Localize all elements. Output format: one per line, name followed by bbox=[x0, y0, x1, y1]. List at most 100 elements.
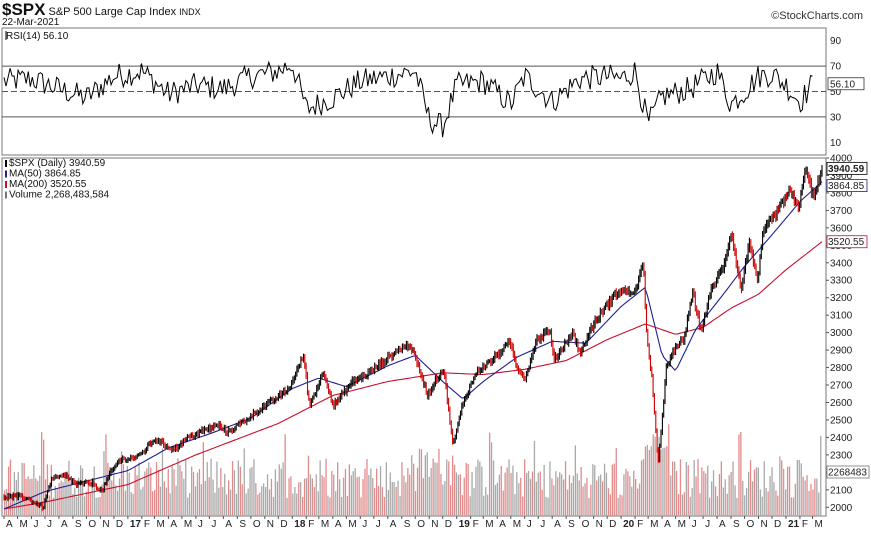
volume-bar bbox=[395, 487, 397, 516]
volume-bar bbox=[804, 480, 806, 516]
volume-bar bbox=[411, 455, 413, 516]
volume-bar bbox=[485, 487, 487, 516]
volume-bar bbox=[810, 483, 812, 516]
x-tick-label: J bbox=[527, 519, 532, 530]
volume-bar bbox=[457, 474, 460, 516]
volume-bar bbox=[226, 494, 228, 516]
volume-bar bbox=[329, 497, 331, 516]
volume-bar bbox=[664, 447, 666, 516]
volume-bar bbox=[533, 440, 536, 516]
brand-watermark[interactable]: ©StockCharts.com bbox=[771, 10, 863, 22]
volume-bar bbox=[9, 459, 12, 516]
volume-bar bbox=[812, 489, 814, 516]
volume-bar bbox=[786, 466, 789, 516]
volume-bar bbox=[44, 479, 47, 516]
volume-bar bbox=[245, 493, 247, 516]
rsi-legend: RSI(14) 56.10 bbox=[6, 31, 69, 42]
volume-bar bbox=[118, 478, 121, 516]
volume-bar bbox=[783, 468, 785, 516]
volume-bar bbox=[255, 483, 257, 516]
volume-bar bbox=[352, 471, 354, 516]
volume-bar bbox=[557, 477, 559, 516]
volume-bar bbox=[292, 493, 294, 516]
volume-bar bbox=[358, 476, 360, 516]
volume-bar bbox=[490, 442, 493, 516]
volume-bar bbox=[229, 489, 232, 516]
volume-bar bbox=[541, 489, 543, 516]
volume-bar bbox=[228, 480, 230, 516]
volume-bar bbox=[781, 460, 783, 516]
x-tick-label: A bbox=[554, 519, 561, 530]
volume-bar bbox=[370, 468, 372, 516]
volume-bar bbox=[586, 477, 588, 516]
volume-bar bbox=[194, 486, 197, 516]
volume-bar bbox=[214, 492, 216, 516]
volume-bar bbox=[489, 432, 491, 516]
volume-bar bbox=[218, 487, 220, 516]
volume-bar bbox=[672, 461, 674, 516]
volume-bar bbox=[313, 487, 315, 516]
price-legend-swatch bbox=[5, 160, 7, 167]
volume-bar bbox=[594, 465, 596, 516]
x-tick-label: A bbox=[61, 519, 68, 530]
x-tick-label: F bbox=[637, 519, 643, 530]
volume-bar bbox=[707, 465, 709, 516]
price-tick-label: 2500 bbox=[830, 415, 853, 426]
rsi-tick-label: 10 bbox=[830, 138, 842, 149]
volume-bar bbox=[796, 459, 798, 516]
volume-bar bbox=[438, 448, 440, 516]
price-legend-item: Volume 2,268,483,584 bbox=[9, 190, 110, 201]
volume-bar bbox=[792, 497, 795, 516]
x-tick-label: M bbox=[650, 519, 658, 530]
volume-bar bbox=[483, 495, 485, 516]
volume-bar bbox=[564, 461, 567, 516]
volume-bar bbox=[344, 468, 347, 516]
price-tick-label: 2600 bbox=[830, 398, 853, 409]
price-legend-item: MA(50) 3864.85 bbox=[9, 169, 81, 180]
volume-bar bbox=[189, 493, 191, 516]
volume-bar bbox=[705, 473, 707, 516]
x-tick-label: N bbox=[760, 519, 767, 530]
volume-bar bbox=[268, 489, 271, 516]
volume-bar bbox=[751, 481, 754, 516]
volume-bar bbox=[424, 455, 426, 516]
volume-bar bbox=[773, 482, 775, 516]
volume-bar bbox=[465, 462, 467, 516]
volume-bar bbox=[300, 482, 302, 516]
volume-bar bbox=[138, 462, 140, 516]
volume-bar bbox=[689, 496, 691, 516]
volume-bar bbox=[440, 474, 442, 516]
volume-bar bbox=[148, 462, 150, 516]
volume-bar bbox=[101, 484, 103, 516]
rsi-tick-label: 70 bbox=[830, 62, 842, 73]
volume-bar bbox=[270, 478, 273, 516]
volume-bar bbox=[385, 462, 387, 516]
volume-bar bbox=[401, 462, 403, 516]
volume-bar bbox=[446, 459, 448, 516]
volume-bar bbox=[670, 475, 672, 516]
price-tick-label: 2300 bbox=[830, 450, 853, 461]
volume-bar bbox=[522, 496, 524, 516]
volume-bar bbox=[272, 496, 275, 516]
volume-bar bbox=[746, 487, 748, 516]
volume-bar bbox=[157, 469, 160, 516]
volume-bar bbox=[728, 475, 730, 516]
price-value-label: 3864.85 bbox=[828, 181, 865, 192]
volume-bar bbox=[660, 449, 662, 516]
volume-bar bbox=[547, 497, 549, 516]
volume-bar bbox=[596, 480, 598, 516]
volume-bar bbox=[372, 478, 374, 516]
volume-bar bbox=[233, 470, 236, 516]
volume-bar bbox=[183, 478, 185, 516]
volume-bar bbox=[623, 474, 625, 516]
x-tick-label: A bbox=[719, 519, 726, 530]
price-tick-label: 3200 bbox=[830, 293, 853, 304]
x-tick-label: A bbox=[6, 519, 13, 530]
volume-bar bbox=[374, 488, 376, 516]
volume-bar bbox=[126, 465, 128, 516]
volume-bar bbox=[33, 465, 35, 516]
volume-bar bbox=[288, 478, 290, 516]
volume-bar bbox=[529, 478, 532, 516]
rsi-tick-label: 30 bbox=[830, 112, 842, 123]
